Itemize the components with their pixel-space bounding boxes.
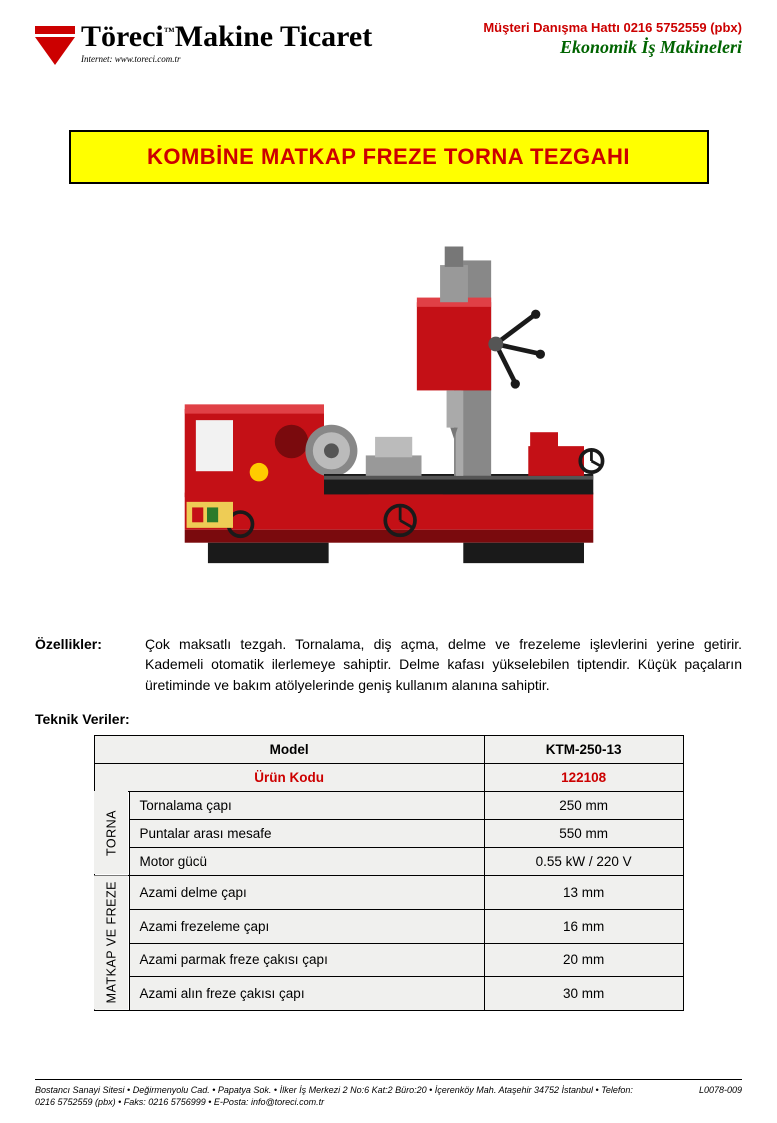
- table-row: Azami frezeleme çapı 16 mm: [94, 909, 683, 943]
- page-footer: Bostancı Sanayi Sitesi • Değirmenyolu Ca…: [35, 1079, 742, 1108]
- table-row: Azami alın freze çakısı çapı 30 mm: [94, 977, 683, 1011]
- features-label: Özellikler:: [35, 634, 145, 695]
- tagline: Ekonomik İş Makineleri: [483, 37, 742, 58]
- table-row: TORNA Tornalama çapı 250 mm: [94, 791, 683, 819]
- table-row: Puntalar arası mesafe 550 mm: [94, 819, 683, 847]
- company-name-suffix: Makine Ticaret: [175, 20, 373, 53]
- page-title: KOMBİNE MATKAP FREZE TORNA TEZGAHI: [147, 144, 630, 169]
- title-box: KOMBİNE MATKAP FREZE TORNA TEZGAHI: [69, 130, 709, 184]
- code-header: Ürün Kodu: [94, 763, 484, 791]
- footer-docno: L0078-009: [699, 1084, 742, 1108]
- model-header: Model: [94, 735, 484, 763]
- page-header: Töreci™Makine Ticaret Internet: www.tore…: [35, 20, 742, 90]
- spec-label: Puntalar arası mesafe: [129, 819, 484, 847]
- spec-value: 550 mm: [484, 819, 683, 847]
- spec-label: Azami alın freze çakısı çapı: [129, 977, 484, 1011]
- table-row: Azami parmak freze çakısı çapı 20 mm: [94, 943, 683, 977]
- spec-table: Model KTM-250-13 Ürün Kodu 122108 TORNA …: [94, 735, 684, 1011]
- spec-value: 30 mm: [484, 977, 683, 1011]
- company-block: Töreci™Makine Ticaret Internet: www.tore…: [81, 20, 372, 64]
- spec-label: Azami delme çapı: [129, 875, 484, 909]
- tech-data-label: Teknik Veriler:: [35, 711, 742, 727]
- spec-value: 20 mm: [484, 943, 683, 977]
- table-row: Ürün Kodu 122108: [94, 763, 683, 791]
- company-name-main: Töreci: [81, 20, 164, 53]
- spec-label: Azami parmak freze çakısı çapı: [129, 943, 484, 977]
- features-block: Özellikler: Çok maksatlı tezgah. Tornala…: [35, 634, 742, 695]
- group-torna: TORNA: [94, 791, 129, 875]
- table-row: Model KTM-250-13: [94, 735, 683, 763]
- table-row: MATKAP VE FREZE Azami delme çapı 13 mm: [94, 875, 683, 909]
- spec-value: 0.55 kW / 220 V: [484, 847, 683, 875]
- model-value: KTM-250-13: [484, 735, 683, 763]
- company-logo-icon: [35, 26, 75, 65]
- spec-label: Azami frezeleme çapı: [129, 909, 484, 943]
- spec-value: 16 mm: [484, 909, 683, 943]
- spec-value: 250 mm: [484, 791, 683, 819]
- header-right: Müşteri Danışma Hattı 0216 5752559 (pbx)…: [483, 20, 742, 58]
- internet-line: Internet: www.toreci.com.tr: [81, 54, 372, 64]
- phone-line: Müşteri Danışma Hattı 0216 5752559 (pbx): [483, 20, 742, 35]
- trademark: ™: [164, 26, 175, 38]
- product-image: [35, 204, 742, 614]
- table-row: Motor gücü 0.55 kW / 220 V: [94, 847, 683, 875]
- group-matkap-freze: MATKAP VE FREZE: [94, 875, 129, 1010]
- company-name: Töreci™Makine Ticaret: [81, 20, 372, 54]
- header-left: Töreci™Makine Ticaret Internet: www.tore…: [35, 20, 372, 65]
- spec-label: Motor gücü: [129, 847, 484, 875]
- code-value: 122108: [484, 763, 683, 791]
- spec-value: 13 mm: [484, 875, 683, 909]
- spec-label: Tornalama çapı: [129, 791, 484, 819]
- features-body: Çok maksatlı tezgah. Tornalama, diş açma…: [145, 634, 742, 695]
- footer-address: Bostancı Sanayi Sitesi • Değirmenyolu Ca…: [35, 1084, 645, 1108]
